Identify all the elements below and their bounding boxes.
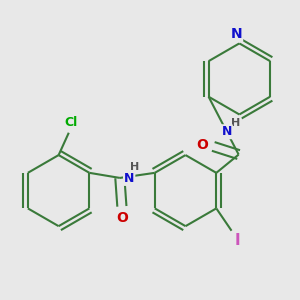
- Text: N: N: [230, 27, 242, 41]
- Text: Cl: Cl: [64, 116, 77, 129]
- Text: H: H: [130, 162, 139, 172]
- Text: O: O: [196, 138, 208, 152]
- Text: N: N: [221, 125, 232, 138]
- Text: I: I: [235, 233, 240, 248]
- Text: O: O: [116, 211, 128, 224]
- Text: N: N: [124, 172, 134, 185]
- Text: H: H: [231, 118, 240, 128]
